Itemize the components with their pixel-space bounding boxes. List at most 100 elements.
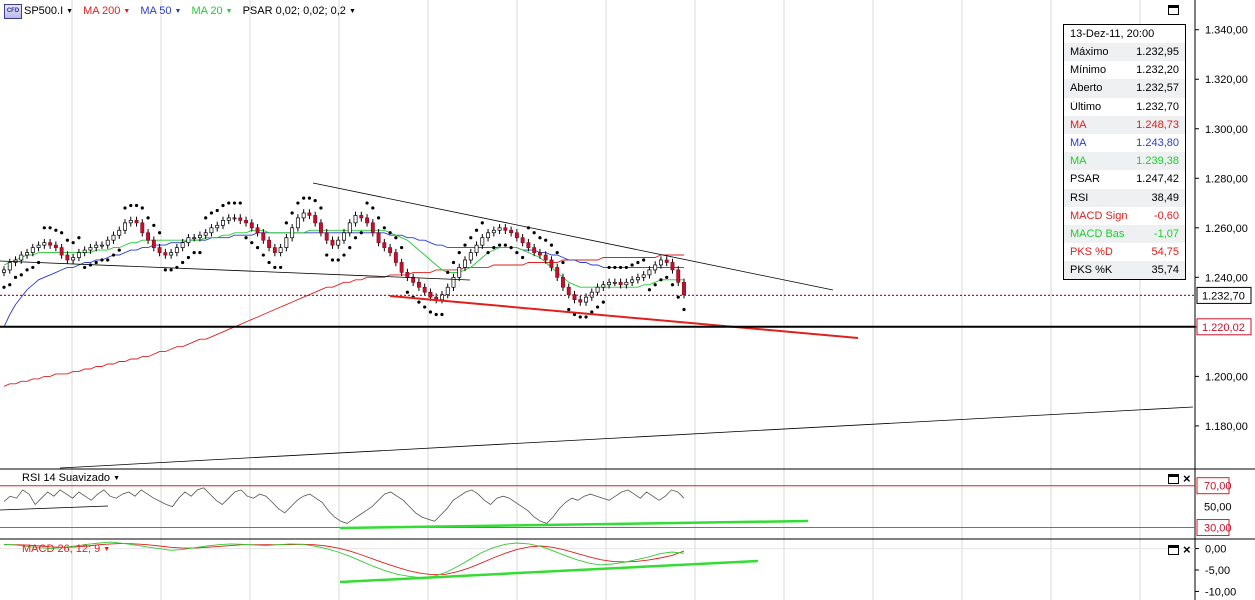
psar-dot <box>359 231 363 235</box>
candle-down <box>393 252 398 263</box>
candle-up <box>301 212 306 219</box>
candle-up <box>353 215 358 224</box>
candle-up <box>624 281 629 286</box>
chevron-down-icon[interactable]: ▼ <box>225 7 233 15</box>
candle-down <box>261 232 266 241</box>
candle-down <box>520 237 525 244</box>
chevron-down-icon[interactable]: ▼ <box>174 7 182 15</box>
data-window-value: 38,49 <box>1151 191 1179 204</box>
psar-dot <box>140 206 144 210</box>
candle-down <box>151 239 156 248</box>
macd-panel-legend[interactable]: MACD 26; 12; 9 ▼ <box>22 543 110 555</box>
maximize-icon[interactable] <box>1168 5 1179 15</box>
chevron-down-icon[interactable]: ▼ <box>103 545 111 553</box>
psar-dot <box>169 268 173 272</box>
psar-dot <box>642 258 646 262</box>
candle-down <box>676 269 681 283</box>
rsi-panel-legend[interactable]: RSI 14 Suavizado ▼ <box>22 472 120 484</box>
data-window-label: PKS %D <box>1070 246 1113 259</box>
psar-dot <box>497 243 502 247</box>
symbol-selector[interactable]: CFD SP500.I ▼ <box>4 3 74 19</box>
close-icon[interactable]: × <box>1183 542 1191 557</box>
psar-dot <box>567 307 571 312</box>
macd-support-line <box>339 559 759 584</box>
psar-dot <box>129 203 133 208</box>
candle-up <box>468 252 473 261</box>
psar-dot <box>492 246 496 250</box>
price-tag-box <box>1196 318 1252 336</box>
candle-down <box>65 254 70 261</box>
candle-up <box>117 229 122 236</box>
psar-dot <box>313 198 317 203</box>
legend-psar[interactable]: PSAR 0,02; 0,02; 0,2 ▼ <box>243 5 356 17</box>
psar-dot <box>273 265 277 270</box>
psar-dot <box>549 243 554 247</box>
psar-dot <box>653 283 657 287</box>
data-window-label: MA <box>1070 137 1087 150</box>
data-window-value: 35,74 <box>1151 264 1179 277</box>
candle-down <box>244 220 248 224</box>
data-window: 13-Dez-11, 20:00 Máximo 1.232,95 Mínimo 1.2… <box>1063 24 1186 281</box>
psar-dot <box>123 206 127 210</box>
data-window-label: RSI <box>1070 191 1089 204</box>
psar-dot <box>100 258 104 262</box>
candle-up <box>42 242 47 246</box>
psar-dot <box>463 243 467 247</box>
candle-up <box>180 242 185 248</box>
candle-down <box>555 267 560 278</box>
psar-dot <box>152 223 156 227</box>
chevron-down-icon[interactable]: ▼ <box>113 474 120 482</box>
psar-dot <box>244 236 248 240</box>
psar-dot <box>388 231 392 235</box>
data-window-label: MACD Bas <box>1070 227 1125 240</box>
chevron-down-icon[interactable]: ▼ <box>66 7 74 15</box>
candle-up <box>30 247 35 253</box>
candle-down <box>543 254 548 261</box>
psar-dot <box>630 263 634 267</box>
candle-up <box>105 239 110 246</box>
rsi-band-tag <box>1196 477 1230 495</box>
candle-down <box>238 217 243 221</box>
data-window-row: PKS %K 35,74 <box>1064 261 1185 280</box>
candle-up <box>7 262 12 271</box>
psar-dot <box>48 226 52 230</box>
candle-up <box>635 276 640 281</box>
psar-dot <box>469 236 473 240</box>
legend-ma50[interactable]: MA 50 ▼ <box>140 5 181 17</box>
price-tag-box <box>1196 286 1252 304</box>
psar-dot <box>204 216 208 220</box>
macd-tick-label: -10,00 <box>1205 586 1236 598</box>
candle-up <box>128 220 133 224</box>
psar-dot <box>267 260 271 265</box>
candle-up <box>589 291 594 298</box>
chevron-down-icon[interactable]: ▼ <box>123 7 131 15</box>
price-axis-tick-label: 1.260,00 <box>1205 223 1248 235</box>
psar-dot <box>342 253 346 257</box>
psar-dot <box>353 236 358 240</box>
candle-down <box>48 242 53 246</box>
close-icon[interactable]: × <box>1183 471 1191 486</box>
psar-dot <box>198 250 202 255</box>
candle-up <box>197 234 202 239</box>
maximize-icon[interactable] <box>1168 474 1179 484</box>
instrument-logo-icon: CFD <box>4 3 22 19</box>
legend-ma200[interactable]: MA 200 ▼ <box>83 5 130 17</box>
psar-dot <box>676 295 680 299</box>
psar-dot <box>578 315 582 319</box>
psar-dot <box>394 236 398 240</box>
candle-down <box>255 227 260 234</box>
data-window-value: -0,60 <box>1153 209 1179 222</box>
candle-up <box>123 222 127 231</box>
legend-ma20[interactable]: MA 20 ▼ <box>191 5 232 17</box>
candle-up <box>607 281 612 286</box>
candle-up <box>584 296 588 303</box>
candle-down <box>267 239 272 248</box>
maximize-icon[interactable] <box>1168 545 1179 555</box>
chevron-down-icon[interactable]: ▼ <box>348 7 356 15</box>
candle-down <box>422 286 427 293</box>
price-axis-tick-label: 1.180,00 <box>1205 421 1248 433</box>
psar-dot <box>25 268 29 272</box>
candle-down <box>382 242 387 248</box>
candle-down <box>146 232 151 241</box>
